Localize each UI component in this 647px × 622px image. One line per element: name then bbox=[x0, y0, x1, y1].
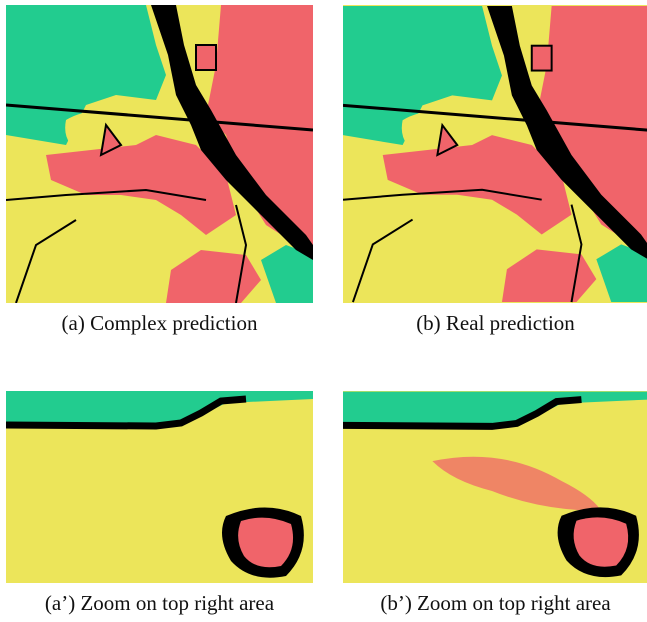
caption-real-prediction: (b) Real prediction bbox=[416, 311, 575, 335]
zoom-map-a bbox=[6, 391, 313, 583]
caption-zoom-real: (b’) Zoom on top right area bbox=[380, 591, 611, 615]
zoom-map-b bbox=[343, 391, 647, 583]
map-real-prediction bbox=[343, 5, 647, 303]
zoom-complex-prediction bbox=[6, 391, 313, 583]
caption-complex-prediction: (a) Complex prediction bbox=[61, 311, 258, 335]
zoom-real-prediction bbox=[343, 391, 647, 583]
map-complex-prediction bbox=[6, 5, 313, 303]
caption-zoom-complex: (a’) Zoom on top right area bbox=[44, 591, 275, 615]
segmentation-map-a bbox=[6, 5, 313, 303]
segmentation-map-b bbox=[343, 5, 647, 303]
